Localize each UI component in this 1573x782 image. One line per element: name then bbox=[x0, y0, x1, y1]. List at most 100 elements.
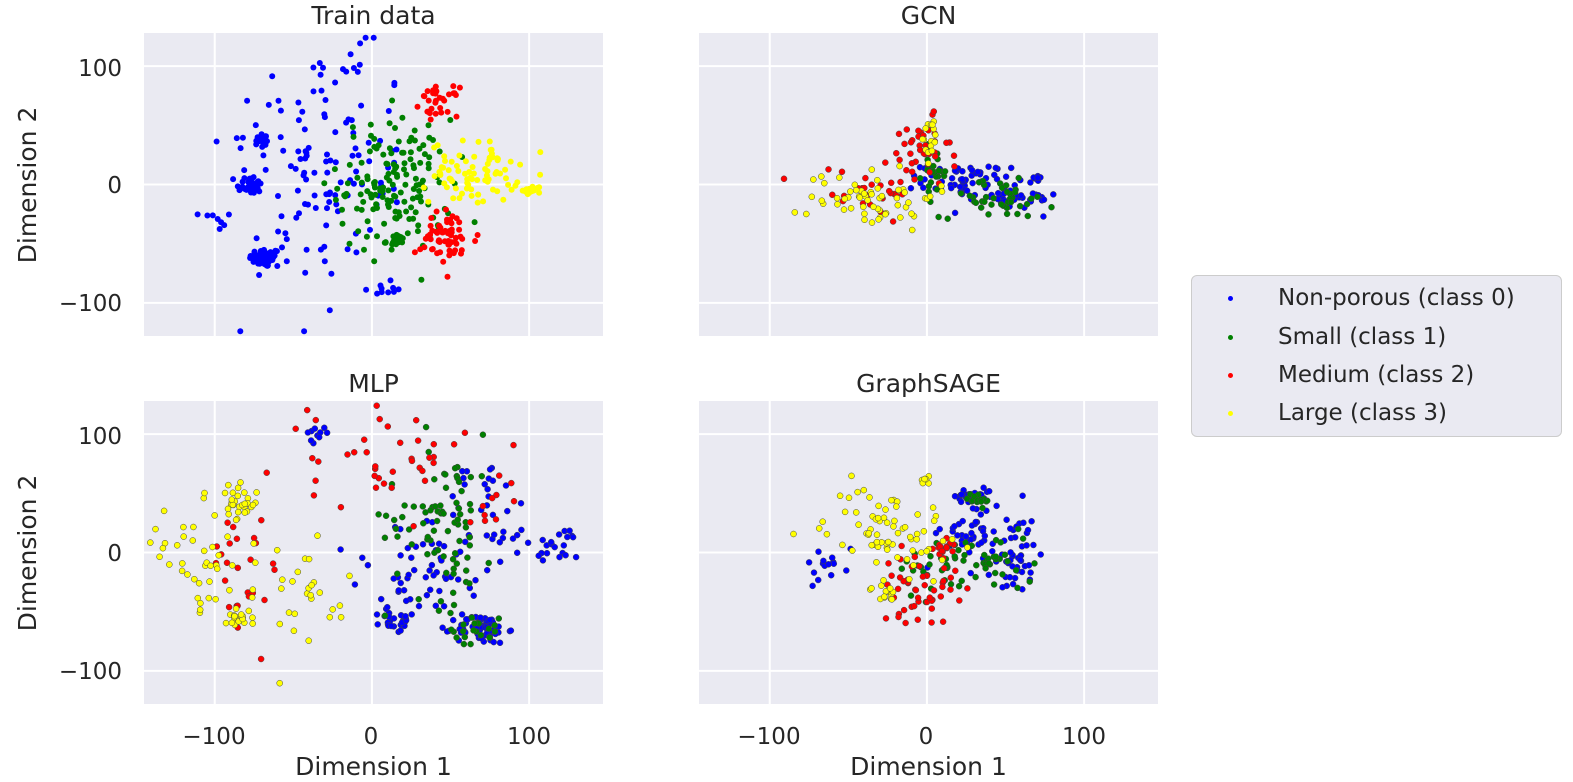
scatter-point-class-0 bbox=[985, 487, 993, 495]
scatter-point-class-1 bbox=[392, 215, 399, 221]
scatter-point-class-0 bbox=[294, 187, 301, 194]
scatter-point-class-2 bbox=[896, 156, 903, 164]
scatter-point-class-1 bbox=[406, 138, 413, 145]
scatter-point-class-0 bbox=[332, 192, 339, 199]
scatter-point-class-2 bbox=[446, 252, 453, 259]
scatter-point-class-2 bbox=[360, 436, 368, 443]
scatter-point-class-0 bbox=[402, 597, 410, 605]
scatter-point-class-2 bbox=[292, 425, 299, 433]
scatter-point-class-2 bbox=[430, 440, 438, 448]
scatter-point-class-2 bbox=[234, 564, 242, 572]
scatter-point-class-2 bbox=[903, 166, 910, 174]
scatter-point-class-1 bbox=[344, 180, 351, 187]
scatter-point-class-0 bbox=[326, 307, 333, 314]
scatter-point-class-0 bbox=[214, 216, 221, 222]
scatter-point-class-1 bbox=[985, 560, 993, 567]
scatter-point-class-3 bbox=[425, 198, 432, 205]
scatter-point-class-3 bbox=[195, 579, 203, 587]
scatter-point-class-0 bbox=[1034, 174, 1041, 181]
scatter-point-class-0 bbox=[345, 116, 352, 123]
scatter-point-class-1 bbox=[401, 160, 408, 167]
scatter-point-class-1 bbox=[927, 552, 934, 560]
scatter-point-class-3 bbox=[910, 562, 917, 569]
scatter-point-class-1 bbox=[419, 503, 427, 510]
scatter-point-class-2 bbox=[956, 597, 963, 604]
scatter-point-class-3 bbox=[329, 606, 336, 613]
scatter-point-class-0 bbox=[297, 156, 304, 162]
scatter-point-class-0 bbox=[253, 184, 260, 191]
scatter-point-class-2 bbox=[438, 109, 445, 116]
scatter-point-class-2 bbox=[914, 616, 922, 623]
scatter-point-class-0 bbox=[551, 543, 558, 551]
scatter-point-class-3 bbox=[226, 586, 233, 594]
scatter-point-class-1 bbox=[414, 194, 421, 201]
scatter-point-class-0 bbox=[337, 546, 344, 553]
scatter-point-class-1 bbox=[955, 546, 962, 554]
scatter-point-class-0 bbox=[332, 129, 339, 136]
scatter-point-class-0 bbox=[390, 575, 397, 582]
scatter-point-class-0 bbox=[484, 485, 491, 493]
scatter-point-class-1 bbox=[973, 561, 980, 569]
scatter-point-class-2 bbox=[408, 457, 416, 465]
scatter-point-class-0 bbox=[810, 569, 818, 576]
scatter-point-class-3 bbox=[847, 188, 854, 195]
scatter-point-class-2 bbox=[373, 402, 380, 409]
scatter-point-class-0 bbox=[500, 528, 507, 536]
scatter-point-class-1 bbox=[997, 539, 1004, 546]
scatter-point-class-1 bbox=[981, 198, 988, 206]
scatter-point-class-1 bbox=[466, 500, 474, 508]
scatter-point-class-3 bbox=[893, 503, 900, 510]
legend-marker bbox=[1228, 296, 1233, 301]
scatter-point-class-1 bbox=[466, 533, 473, 541]
scatter-point-class-2 bbox=[908, 168, 916, 176]
scatter-point-class-0 bbox=[374, 621, 381, 628]
scatter-point-class-1 bbox=[321, 180, 328, 187]
scatter-point-class-1 bbox=[1003, 188, 1011, 196]
scatter-point-class-0 bbox=[1009, 580, 1017, 588]
scatter-point-class-3 bbox=[853, 186, 860, 194]
scatter-point-class-1 bbox=[434, 546, 442, 554]
scatter-point-class-2 bbox=[949, 548, 956, 555]
scatter-point-class-1 bbox=[390, 233, 397, 240]
scatter-point-class-0 bbox=[948, 175, 956, 182]
scatter-point-class-2 bbox=[947, 586, 954, 593]
scatter-point-class-2 bbox=[461, 429, 469, 437]
scatter-point-class-3 bbox=[241, 500, 249, 508]
scatter-point-class-3 bbox=[888, 596, 896, 603]
scatter-point-class-2 bbox=[417, 246, 424, 253]
scatter-point-class-2 bbox=[829, 191, 836, 199]
scatter-point-class-1 bbox=[339, 220, 346, 227]
scatter-point-class-2 bbox=[380, 480, 388, 487]
scatter-point-class-3 bbox=[861, 216, 868, 224]
scatter-point-class-0 bbox=[1040, 196, 1048, 203]
scatter-point-class-2 bbox=[458, 247, 465, 254]
scatter-point-class-3 bbox=[928, 147, 936, 155]
scatter-point-class-0 bbox=[958, 175, 966, 183]
scatter-point-class-1 bbox=[1016, 202, 1024, 210]
scatter-point-class-0 bbox=[815, 548, 822, 555]
scatter-point-class-3 bbox=[196, 606, 204, 614]
scatter-point-class-1 bbox=[392, 165, 399, 172]
scatter-point-class-1 bbox=[981, 551, 988, 559]
scatter-point-class-3 bbox=[929, 504, 937, 511]
scatter-point-class-0 bbox=[344, 246, 351, 253]
scatter-point-class-3 bbox=[505, 181, 512, 188]
scatter-point-class-1 bbox=[399, 149, 406, 156]
scatter-point-class-0 bbox=[387, 277, 394, 284]
scatter-point-class-3 bbox=[234, 484, 242, 492]
scatter-point-class-2 bbox=[310, 492, 318, 499]
scatter-point-class-3 bbox=[874, 185, 882, 192]
scatter-point-class-0 bbox=[275, 193, 281, 199]
scatter-point-class-1 bbox=[414, 228, 421, 235]
scatter-point-class-3 bbox=[147, 539, 154, 546]
scatter-point-class-0 bbox=[402, 613, 409, 620]
scatter-point-class-3 bbox=[938, 188, 946, 195]
scatter-point-class-1 bbox=[453, 634, 460, 641]
scatter-point-class-2 bbox=[436, 237, 442, 244]
grid bbox=[699, 401, 1158, 704]
scatter-point-class-0 bbox=[489, 511, 497, 519]
scatter-point-class-2 bbox=[224, 519, 231, 526]
scatter-point-class-3 bbox=[452, 185, 459, 192]
scatter-point-class-0 bbox=[449, 493, 456, 500]
scatter-point-class-3 bbox=[441, 153, 448, 160]
